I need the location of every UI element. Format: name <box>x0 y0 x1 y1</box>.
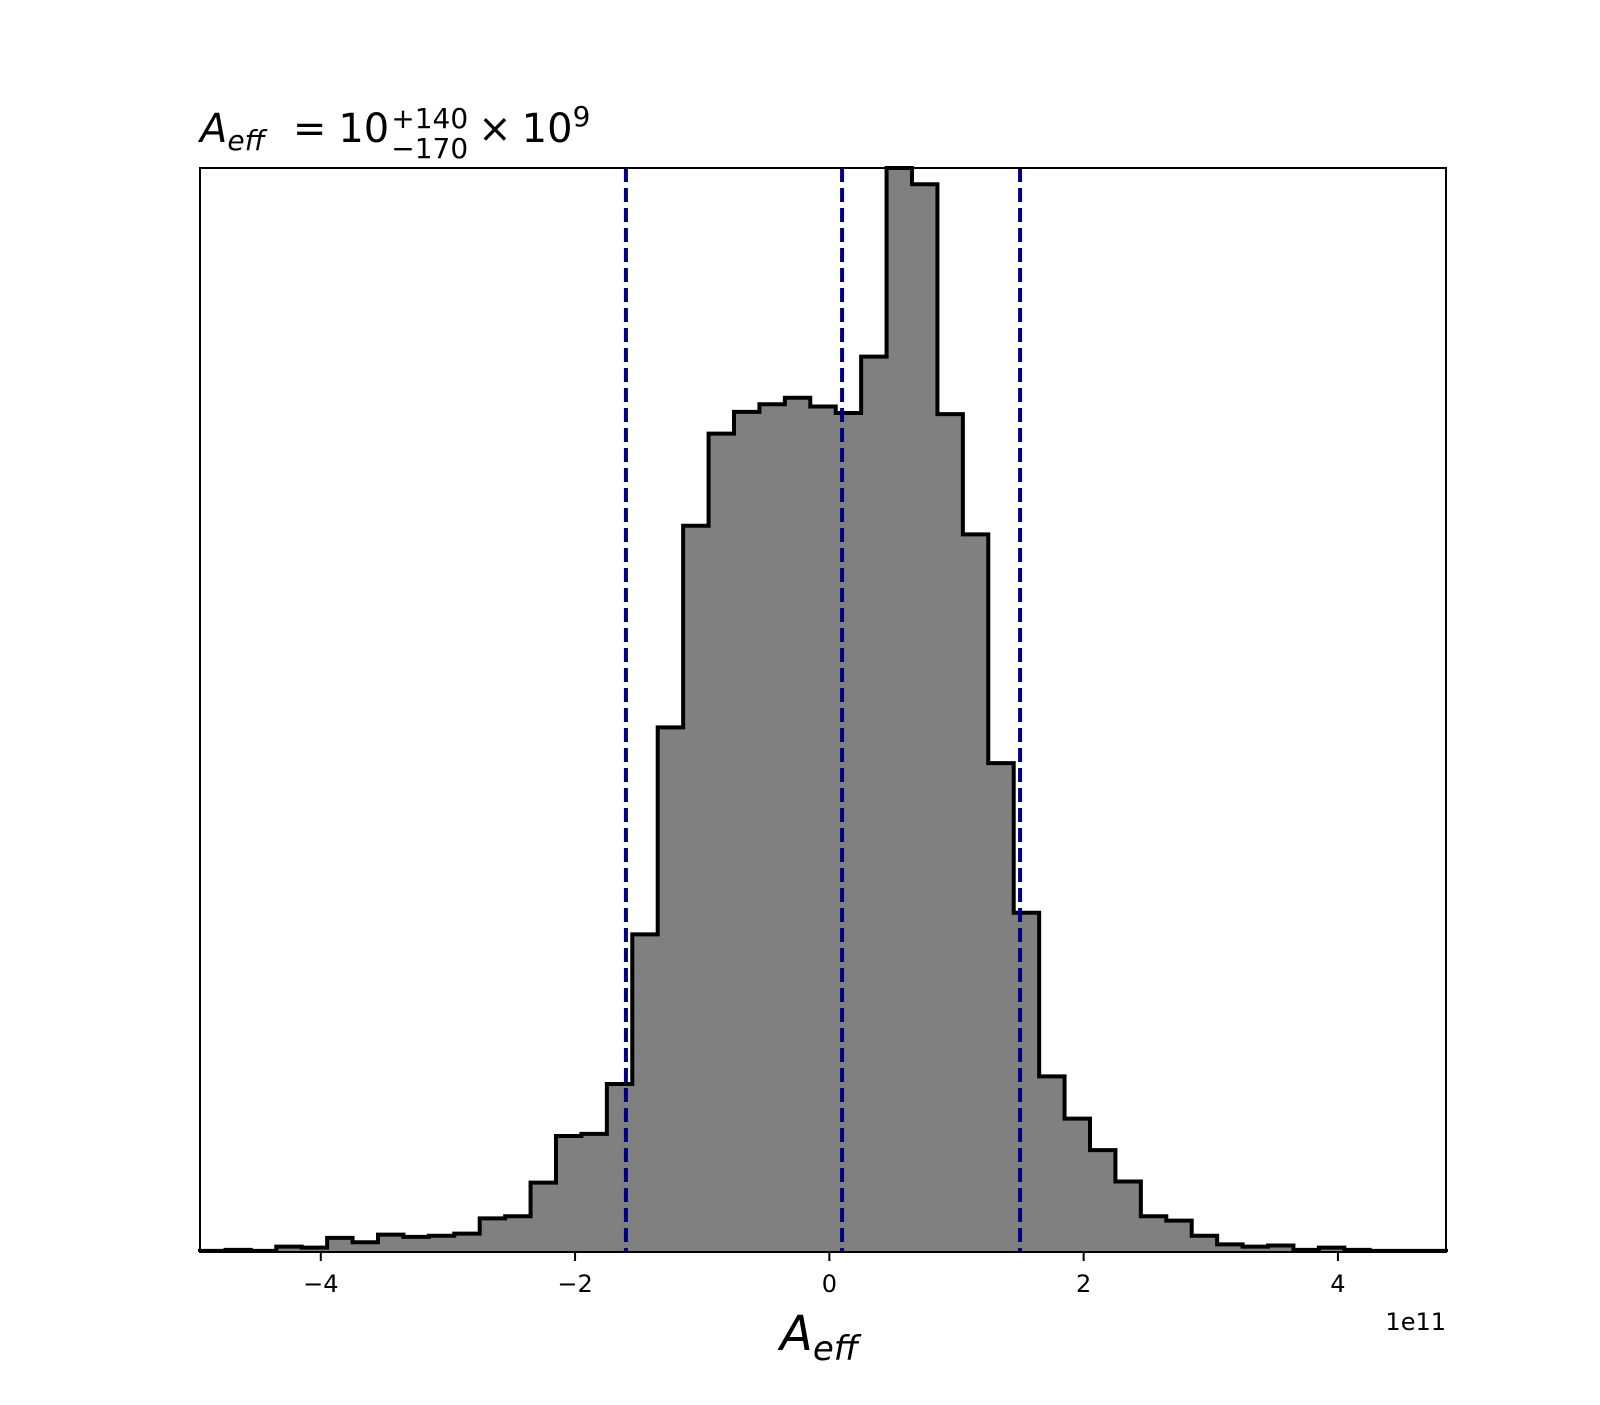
histogram-bar <box>556 1136 582 1252</box>
histogram-bar <box>378 1234 404 1252</box>
histogram-bar <box>657 727 684 1252</box>
histogram-outline <box>198 166 1448 1253</box>
quantile-lines <box>623 168 1023 1252</box>
histogram-bar <box>301 1247 328 1252</box>
histogram-bar <box>479 1218 506 1252</box>
histogram-bar <box>1217 1244 1244 1252</box>
x-offset-text: 1e11 <box>1385 1308 1446 1336</box>
histogram-bar <box>530 1182 557 1252</box>
x-tick-label: 0 <box>822 1270 837 1298</box>
title-multiplier-exp: 9 <box>573 100 591 133</box>
histogram-bar <box>734 411 760 1252</box>
histogram-bar <box>1064 1118 1091 1252</box>
histogram-bar <box>1140 1216 1167 1252</box>
histogram-bars <box>200 168 1447 1253</box>
histogram-bar <box>403 1236 430 1252</box>
title-lower-error: −170 <box>391 132 468 165</box>
title-upper-error: +140 <box>391 102 468 135</box>
title-symbol: A <box>197 106 227 152</box>
histogram-bar <box>1166 1220 1193 1252</box>
histogram-bar <box>962 534 989 1252</box>
title-equals: = <box>293 106 327 152</box>
histogram-bar <box>505 1216 532 1252</box>
x-axis-ticks: −4 −2 0 2 4 <box>303 1252 1346 1298</box>
histogram-bar <box>606 1083 633 1252</box>
histogram-bar <box>988 763 1015 1252</box>
histogram-bar <box>1013 912 1040 1252</box>
histogram-bar <box>886 168 913 1252</box>
axes-frame <box>199 167 1447 1253</box>
chart-title: Aeff = 10+140 −170 × 109 <box>197 100 590 165</box>
histogram-bar <box>1242 1246 1269 1252</box>
x-tick-label: −2 <box>557 1270 592 1298</box>
xlabel-symbol: A <box>777 1306 813 1362</box>
title-multiplier-base: 10 <box>522 106 573 152</box>
histogram-step-outline <box>198 166 1448 1253</box>
histogram-bar <box>454 1233 481 1252</box>
histogram-bar <box>810 406 837 1253</box>
histogram-bar <box>276 1246 303 1252</box>
title-times: × <box>478 106 512 152</box>
title-symbol-sub: eff <box>227 124 267 157</box>
histogram-bar <box>327 1237 354 1252</box>
histogram-bar <box>581 1133 608 1252</box>
histogram-bar <box>683 525 710 1252</box>
histogram-bar <box>759 404 786 1252</box>
title-value: 10 <box>338 106 389 152</box>
x-tick-label: 4 <box>1330 1270 1345 1298</box>
histogram-bar <box>835 412 862 1252</box>
x-axis-label: Aeff <box>777 1306 862 1369</box>
histogram-bar <box>1318 1247 1345 1252</box>
histogram-bar <box>784 397 811 1253</box>
histogram-bar <box>937 414 964 1252</box>
histogram-bar <box>1191 1235 1218 1252</box>
histogram-bar <box>428 1235 455 1252</box>
histogram-bar <box>352 1242 379 1252</box>
histogram-bar <box>708 433 735 1253</box>
x-tick-label: −4 <box>303 1270 338 1298</box>
histogram-bar <box>912 184 938 1252</box>
xlabel-symbol-sub: eff <box>813 1329 862 1369</box>
histogram-bar <box>861 356 888 1253</box>
histogram-bar <box>1268 1245 1294 1252</box>
histogram-bar <box>632 934 659 1252</box>
x-tick-label: 2 <box>1076 1270 1091 1298</box>
histogram-bar <box>1115 1181 1142 1252</box>
histogram-bar <box>1039 1076 1066 1252</box>
histogram-bar <box>1090 1150 1116 1252</box>
